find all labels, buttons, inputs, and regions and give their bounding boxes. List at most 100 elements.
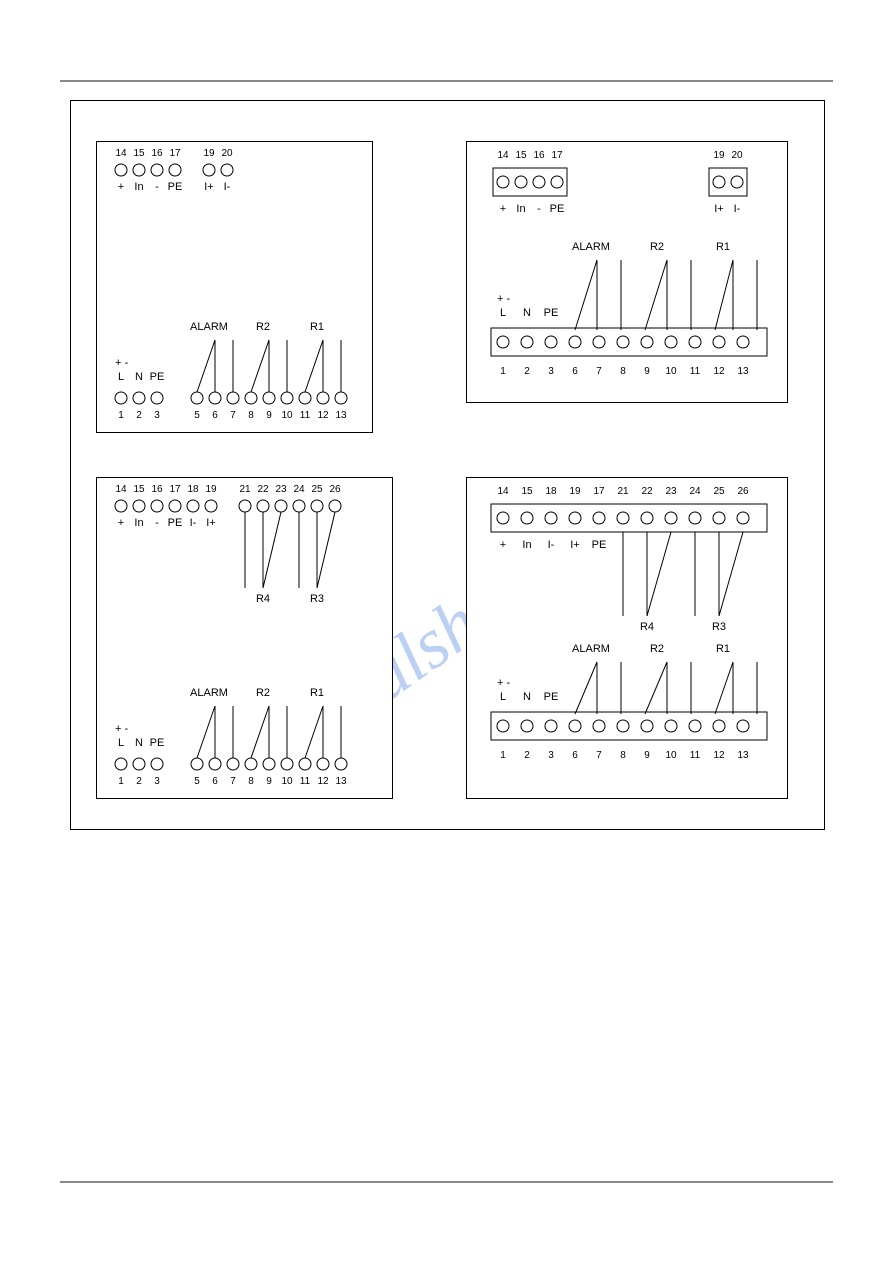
diagram-top-right: 14 15 16 17 + In - PE 19 20 I+ I- (466, 141, 788, 403)
terminal-label: - (155, 181, 159, 193)
relay-label: R1 (716, 643, 730, 655)
terminal-num: 21 (617, 486, 629, 497)
terminal-num: 26 (329, 484, 341, 495)
terminal-num: 14 (497, 150, 509, 161)
terminal-num: 22 (641, 486, 653, 497)
terminal-num: 14 (115, 484, 127, 495)
terminal-num: 12 (317, 410, 329, 421)
terminal-num: 2 (136, 410, 142, 421)
relay-label: R4 (256, 593, 270, 605)
terminal-num: 15 (133, 148, 145, 159)
terminal-num: 8 (248, 776, 254, 787)
terminal-label: PE (592, 539, 607, 551)
terminal-label: - (155, 517, 159, 529)
terminal-label: In (522, 539, 531, 551)
terminal-block-14-17: 14 15 16 17 + In - PE (115, 148, 182, 193)
relay-terminals: ALARM R2 R1 (572, 241, 757, 330)
terminal-block-19-20: 19 20 I+ I- (709, 150, 747, 215)
terminal-num: 12 (317, 776, 329, 787)
diagrams-frame: 14 15 16 17 + In - PE 19 20 I+ I- + - (70, 100, 825, 830)
diagram-top-left: 14 15 16 17 + In - PE 19 20 I+ I- + - (96, 141, 373, 433)
page-bottom-rule (60, 1181, 833, 1183)
terminal-num: 10 (665, 750, 677, 761)
terminal-num: 22 (257, 484, 269, 495)
terminal-num: 20 (731, 150, 743, 161)
terminal-label: N (523, 691, 531, 703)
terminal-num: 9 (644, 366, 650, 377)
terminal-label: PE (150, 371, 165, 383)
terminal-num: 3 (548, 366, 554, 377)
terminal-num: 2 (524, 366, 530, 377)
terminal-strip-bottom: 1 2 3 6 7 8 9 10 11 12 13 (491, 712, 767, 761)
page-top-rule (60, 80, 833, 82)
terminal-num: 1 (118, 410, 124, 421)
terminal-num: 17 (593, 486, 605, 497)
terminal-num: 11 (300, 410, 311, 421)
polarity-label: + - (497, 677, 510, 689)
terminal-num: 13 (737, 750, 749, 761)
terminal-num: 19 (205, 484, 217, 495)
terminal-num: 3 (154, 776, 160, 787)
relay-terminals: ALARM R2 R1 5 6 7 8 9 10 11 12 13 (190, 321, 347, 421)
terminal-num: 17 (169, 484, 181, 495)
terminal-num: 11 (300, 776, 311, 787)
terminal-num: 1 (500, 750, 506, 761)
relay-label: R1 (310, 687, 324, 699)
terminal-num: 16 (533, 150, 545, 161)
terminal-label: + (118, 181, 124, 193)
terminal-label: In (516, 203, 525, 215)
terminal-num: 6 (212, 776, 218, 787)
terminal-num: 17 (551, 150, 563, 161)
terminal-num: 3 (154, 410, 160, 421)
terminal-strip-top: 14 15 18 19 17 21 22 23 24 25 26 + In I-… (491, 486, 767, 633)
terminal-num: 26 (737, 486, 749, 497)
relay-label: ALARM (572, 241, 610, 253)
terminal-num: 6 (572, 366, 578, 377)
terminal-label: + (118, 517, 124, 529)
polarity-label: + - (115, 357, 128, 369)
terminal-num: 19 (203, 148, 215, 159)
terminal-label: - (537, 203, 541, 215)
relay-label: ALARM (572, 643, 610, 655)
terminal-label: L (500, 307, 506, 319)
terminal-num: 6 (212, 410, 218, 421)
terminal-label: I+ (714, 203, 723, 215)
terminal-label: N (135, 737, 143, 749)
relay-terminals: ALARM R2 R1 5 6 7 8 9 10 11 12 13 (190, 687, 347, 787)
terminal-num: 15 (133, 484, 145, 495)
diagram-bottom-left: 14 15 16 17 18 19 + In - PE I- I+ 21 22 … (96, 477, 393, 799)
terminal-label: PE (550, 203, 565, 215)
terminal-label: PE (168, 517, 183, 529)
terminal-num: 5 (194, 776, 200, 787)
relay-label: ALARM (190, 321, 228, 333)
terminal-num: 1 (118, 776, 124, 787)
terminal-num: 9 (266, 776, 272, 787)
terminal-num: 2 (524, 750, 530, 761)
terminal-num: 19 (713, 150, 725, 161)
terminal-num: 7 (230, 410, 236, 421)
terminal-num: 8 (620, 366, 626, 377)
terminal-num: 15 (515, 150, 527, 161)
terminal-label: + (500, 539, 506, 551)
terminal-label: L (118, 737, 124, 749)
terminal-num: 13 (737, 366, 749, 377)
terminal-num: 17 (169, 148, 181, 159)
polarity-label: + - (115, 723, 128, 735)
terminal-label: I+ (204, 181, 213, 193)
terminal-num: 9 (266, 410, 272, 421)
relay-label: R1 (716, 241, 730, 253)
terminal-num: 18 (545, 486, 557, 497)
relay-terminals: ALARM R2 R1 (572, 643, 757, 714)
terminal-num: 7 (230, 776, 236, 787)
power-terminals: + - L N PE (497, 677, 558, 703)
terminal-label: PE (168, 181, 183, 193)
terminal-num: 13 (335, 410, 347, 421)
terminal-label: I+ (206, 517, 215, 529)
terminal-num: 14 (115, 148, 127, 159)
terminal-label: I- (548, 539, 555, 551)
terminal-block-21-26: 21 22 23 24 25 26 R4 R3 (239, 484, 341, 605)
relay-label: R2 (256, 321, 270, 333)
terminal-label: In (134, 517, 143, 529)
terminal-num: 24 (293, 484, 305, 495)
terminal-num: 19 (569, 486, 581, 497)
